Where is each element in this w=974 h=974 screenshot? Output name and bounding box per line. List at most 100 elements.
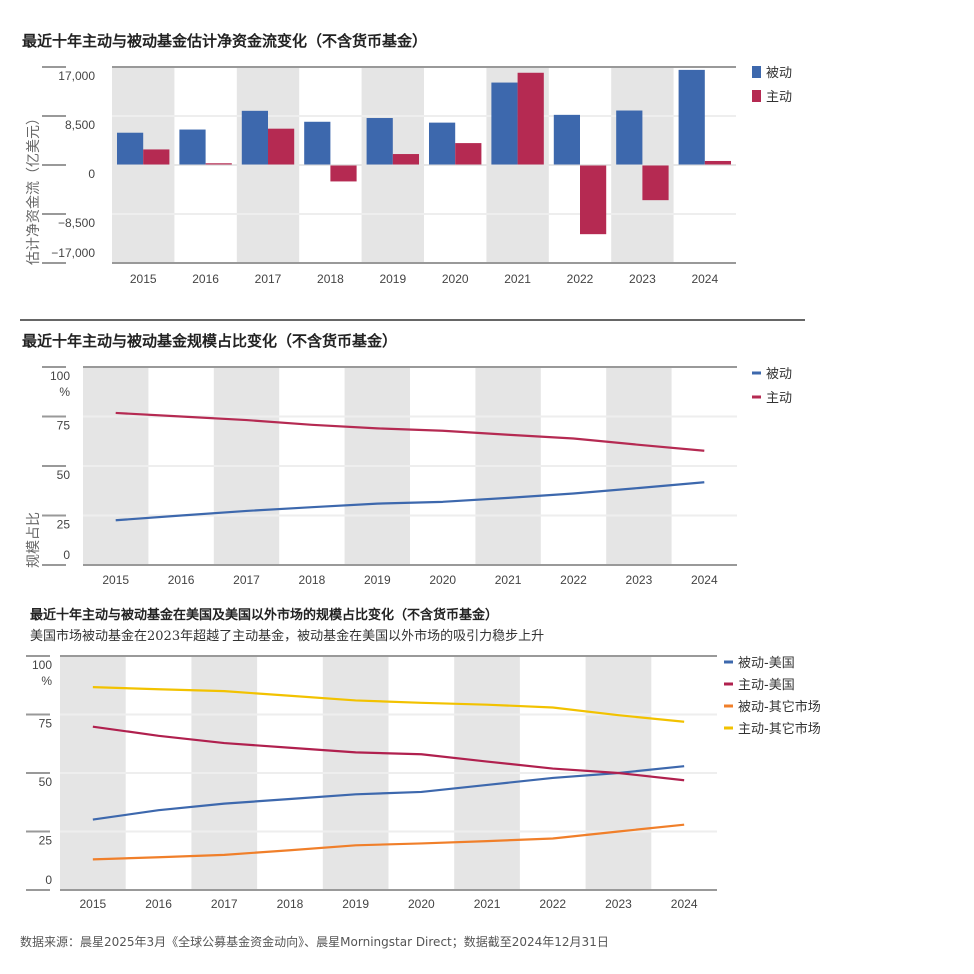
y-tick-label: 17,000 bbox=[58, 69, 95, 83]
x-tick-label: 2019 bbox=[364, 573, 391, 587]
series-line bbox=[92, 765, 685, 821]
x-tick-label: 2024 bbox=[691, 573, 718, 587]
bar-active bbox=[268, 128, 295, 165]
bar-passive bbox=[241, 110, 268, 165]
y-tick-label: 25 bbox=[39, 834, 53, 848]
bar-passive bbox=[304, 121, 331, 165]
legend-label: 被动 bbox=[766, 66, 792, 81]
legend-swatch bbox=[752, 395, 761, 399]
bar-active bbox=[455, 143, 482, 165]
series-line bbox=[92, 823, 685, 861]
chart3-plot: 100 75 50 25 0% 2015 2016 2017 2018 2019 2020 2021 2… bbox=[26, 655, 821, 911]
x-tick-label: 2021 bbox=[474, 897, 501, 911]
x-tick-label: 2017 bbox=[233, 573, 260, 587]
bar-active bbox=[392, 154, 420, 165]
y-tick-label: 100 bbox=[50, 369, 70, 383]
y-tick-label: 25 bbox=[57, 518, 71, 532]
legend-swatch bbox=[752, 90, 761, 102]
chart2-title: 最近十年主动与被动基金规模占比变化（不含货币基金） bbox=[22, 332, 397, 350]
x-tick-label: 2017 bbox=[255, 272, 282, 286]
x-tick-label: 2023 bbox=[605, 897, 632, 911]
x-tick-label: 2018 bbox=[317, 272, 344, 286]
x-tick-label: 2018 bbox=[277, 897, 304, 911]
legend-label: 主动-美国 bbox=[738, 678, 795, 693]
y-unit-label: % bbox=[59, 385, 70, 399]
x-tick-label: 2018 bbox=[299, 573, 326, 587]
bar-active bbox=[143, 149, 170, 165]
y-tick-label: 0 bbox=[45, 873, 52, 887]
legend-swatch bbox=[752, 66, 761, 78]
y-tick-label: −17,000 bbox=[51, 246, 95, 260]
x-tick-label: 2016 bbox=[192, 272, 219, 286]
chart2-plot: 100 75 50 25 0% 2015 2016 2017 2018 2019 2020 2021 2… bbox=[42, 366, 792, 587]
bar-passive bbox=[428, 122, 456, 165]
legend-swatch bbox=[724, 704, 733, 708]
x-tick-label: 2020 bbox=[408, 897, 435, 911]
y-tick-label: 100 bbox=[32, 658, 52, 672]
legend-label: 主动 bbox=[766, 90, 792, 105]
bar-passive bbox=[678, 69, 705, 165]
legend-swatch bbox=[724, 660, 733, 664]
x-tick-label: 2015 bbox=[102, 573, 129, 587]
series-line bbox=[92, 725, 685, 782]
x-tick-label: 2016 bbox=[168, 573, 195, 587]
bar-passive bbox=[116, 132, 144, 165]
y-tick-label: 0 bbox=[88, 167, 95, 181]
y-unit-label: % bbox=[41, 674, 52, 688]
chart1-title: 最近十年主动与被动基金估计净资金流变化（不含货币基金） bbox=[22, 32, 427, 50]
source-footnote: 数据来源：晨星2025年3月《全球公募基金资金动向》、晨星Morningstar… bbox=[20, 934, 609, 949]
bar-passive bbox=[491, 82, 518, 165]
bar-active bbox=[330, 165, 357, 182]
legend-label: 主动 bbox=[766, 391, 792, 406]
y-tick-label: 50 bbox=[39, 775, 53, 789]
y-tick-label: 8,500 bbox=[65, 118, 95, 132]
x-tick-label: 2022 bbox=[567, 272, 594, 286]
x-tick-label: 2016 bbox=[145, 897, 172, 911]
chart1-y-axis-label: 估计净资金流（亿美元） bbox=[26, 111, 42, 265]
bar-passive bbox=[616, 110, 643, 165]
x-tick-label: 2023 bbox=[626, 573, 653, 587]
chart3-subtitle: 美国市场被动基金在2023年超越了主动基金，被动基金在美国以外市场的吸引力稳步上… bbox=[30, 628, 544, 644]
x-tick-label: 2022 bbox=[539, 897, 566, 911]
x-tick-label: 2020 bbox=[429, 573, 456, 587]
x-tick-label: 2019 bbox=[342, 897, 369, 911]
chart3-title: 最近十年主动与被动基金在美国及美国以外市场的规模占比变化（不含货币基金） bbox=[30, 607, 498, 623]
y-tick-label: −8,500 bbox=[58, 216, 95, 230]
x-tick-label: 2022 bbox=[560, 573, 587, 587]
bar-active bbox=[205, 163, 232, 165]
legend-label: 主动-其它市场 bbox=[738, 721, 821, 737]
x-tick-label: 2024 bbox=[671, 897, 698, 911]
chart2-y-axis-label: 规模占比 bbox=[26, 512, 42, 568]
bar-passive bbox=[553, 114, 580, 165]
x-tick-label: 2020 bbox=[442, 272, 469, 286]
legend-swatch bbox=[724, 682, 733, 686]
bar-passive bbox=[366, 118, 393, 165]
chart1-plot: 17,000 8,500 0 −8,500 −17,000 2015 2016 2017 201… bbox=[42, 66, 792, 286]
x-tick-label: 2021 bbox=[495, 573, 522, 587]
x-tick-label: 2017 bbox=[211, 897, 238, 911]
x-tick-label: 2024 bbox=[691, 272, 718, 286]
x-tick-label: 2015 bbox=[130, 272, 157, 286]
series-line bbox=[115, 481, 705, 522]
x-tick-label: 2019 bbox=[379, 272, 406, 286]
legend-label: 被动-其它市场 bbox=[738, 699, 821, 715]
y-tick-label: 75 bbox=[39, 717, 53, 731]
series-line bbox=[92, 686, 685, 723]
y-tick-label: 75 bbox=[57, 419, 71, 433]
y-tick-label: 50 bbox=[57, 468, 71, 482]
bar-passive bbox=[179, 129, 206, 165]
legend-label: 被动-美国 bbox=[738, 656, 795, 671]
x-tick-label: 2023 bbox=[629, 272, 656, 286]
bar-active bbox=[642, 165, 669, 201]
series-line bbox=[115, 411, 705, 452]
y-tick-label: 0 bbox=[63, 548, 70, 562]
x-tick-label: 2015 bbox=[79, 897, 106, 911]
legend-label: 被动 bbox=[766, 367, 792, 382]
bar-active bbox=[580, 165, 607, 235]
bar-active bbox=[517, 72, 544, 165]
legend-swatch bbox=[752, 371, 761, 375]
x-tick-label: 2021 bbox=[504, 272, 531, 286]
legend-swatch bbox=[724, 726, 733, 730]
bar-active bbox=[704, 160, 732, 165]
